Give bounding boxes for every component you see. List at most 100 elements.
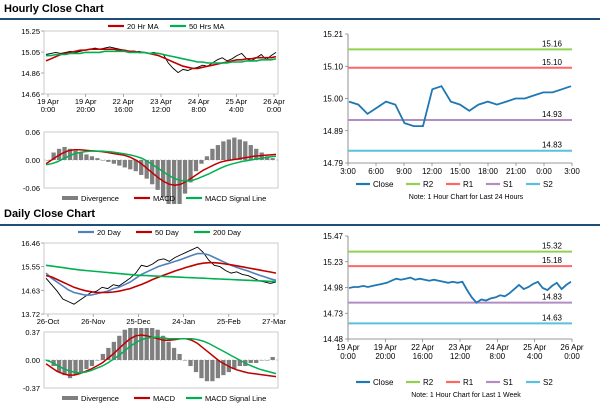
divergence-bar bbox=[232, 137, 237, 160]
divergence-bar bbox=[78, 360, 84, 373]
legend-label: MACD Signal Line bbox=[205, 394, 266, 403]
divergence-bar bbox=[155, 160, 160, 190]
legend-label: 50 Hrs MA bbox=[189, 22, 224, 31]
divergence-bar bbox=[106, 160, 111, 162]
divergence-bar bbox=[254, 360, 259, 364]
y-tick-label: 0.06 bbox=[25, 128, 40, 137]
divergence-bar bbox=[67, 360, 73, 379]
divergence-bar bbox=[237, 139, 242, 160]
divergence-bar bbox=[248, 145, 253, 160]
divergence-bar bbox=[243, 141, 248, 160]
x-tick-label: 20:00 bbox=[76, 105, 95, 114]
x-tick-label: 9:00 bbox=[396, 167, 412, 176]
divergence-bar bbox=[166, 160, 171, 204]
legend-label: Close bbox=[373, 378, 394, 387]
x-tick-label: 16:00 bbox=[413, 352, 434, 361]
y-tick-label: 0.00 bbox=[25, 156, 40, 165]
divergence-bar bbox=[139, 160, 144, 175]
divergence-bar bbox=[84, 360, 89, 370]
divergence-bar bbox=[171, 160, 177, 204]
level-label-s2: 14.63 bbox=[542, 313, 563, 322]
divergence-bar bbox=[161, 160, 166, 198]
divergence-bar bbox=[182, 160, 188, 194]
daily-section-title: Daily Close Chart bbox=[4, 208, 96, 220]
x-tick-label: 0:00 bbox=[536, 167, 552, 176]
divergence-bar bbox=[221, 141, 226, 160]
divergence-bar bbox=[270, 356, 275, 360]
series-20-day bbox=[45, 252, 277, 296]
y-tick-label: 14.79 bbox=[323, 159, 344, 168]
divergence-bar bbox=[78, 152, 84, 160]
x-tick-label: 12:00 bbox=[450, 352, 471, 361]
y-tick-label: 0.37 bbox=[25, 328, 40, 337]
divergence-bar bbox=[177, 160, 182, 204]
divergence-bar bbox=[193, 360, 199, 373]
divergence-bar bbox=[122, 160, 127, 168]
divergence-bar bbox=[95, 360, 100, 361]
daily-title-rule bbox=[0, 224, 600, 226]
hourly-section-title: Hourly Close Chart bbox=[4, 3, 104, 15]
series-macd-signal-line bbox=[45, 336, 277, 375]
x-tick-label: 20:00 bbox=[375, 352, 396, 361]
x-tick-label: 25 Apr bbox=[523, 343, 546, 352]
divergence-bar bbox=[100, 353, 106, 360]
x-tick-label: 19 Apr bbox=[336, 343, 359, 352]
legend-label: S1 bbox=[503, 180, 513, 189]
series-close bbox=[45, 246, 277, 305]
x-tick-label: 4:00 bbox=[527, 352, 543, 361]
x-tick-label: 23 Apr bbox=[448, 343, 471, 352]
y-tick-label: 15.47 bbox=[323, 232, 344, 241]
divergence-bar bbox=[221, 360, 226, 376]
x-tick-label: 25-Dec bbox=[126, 317, 150, 326]
legend-label: MACD bbox=[153, 394, 176, 403]
y-tick-label: 15.55 bbox=[21, 263, 40, 272]
legend-label: S2 bbox=[543, 378, 553, 387]
plot-frame bbox=[43, 242, 279, 315]
level-label-s2: 14.83 bbox=[542, 141, 563, 150]
x-tick-label: 25 Apr bbox=[225, 97, 247, 106]
legend-swatch bbox=[62, 396, 78, 400]
divergence-bar bbox=[215, 145, 221, 160]
divergence-bar bbox=[265, 360, 270, 361]
divergence-bar bbox=[210, 360, 215, 382]
legend-label: Divergence bbox=[81, 194, 119, 203]
x-tick-label: 24-Jan bbox=[172, 317, 195, 326]
divergence-bar bbox=[177, 353, 182, 360]
legend-label: MACD bbox=[153, 194, 176, 203]
legend-label: 200 Day bbox=[213, 228, 241, 237]
divergence-bar bbox=[51, 152, 56, 160]
y-tick-label: 15.00 bbox=[323, 95, 344, 104]
x-tick-label: 22 Apr bbox=[411, 343, 434, 352]
divergence-bar bbox=[128, 160, 133, 170]
y-tick-label: 15.21 bbox=[323, 30, 344, 39]
x-tick-label: 4:00 bbox=[229, 105, 244, 114]
x-tick-label: 26-Oct bbox=[37, 317, 60, 326]
divergence-bar bbox=[89, 156, 95, 160]
divergence-bar bbox=[73, 360, 78, 376]
x-tick-label: 15:00 bbox=[450, 167, 471, 176]
level-label-r2: 15.32 bbox=[542, 242, 563, 251]
legend-label: Close bbox=[373, 180, 394, 189]
divergence-bar bbox=[128, 328, 133, 360]
divergence-bar bbox=[62, 360, 67, 376]
x-tick-label: 12:00 bbox=[152, 105, 171, 114]
legend-label: Divergence bbox=[81, 394, 119, 403]
y-tick-label: 14.98 bbox=[323, 284, 344, 293]
legend-label: MACD Signal Line bbox=[205, 194, 266, 203]
divergence-bar bbox=[199, 360, 204, 379]
divergence-bar bbox=[139, 328, 144, 360]
legend-label: S1 bbox=[503, 378, 513, 387]
divergence-bar bbox=[182, 360, 188, 361]
x-tick-label: 18:00 bbox=[478, 167, 499, 176]
y-tick-label: 14.73 bbox=[323, 309, 344, 318]
divergence-bar bbox=[106, 347, 111, 360]
divergence-bar bbox=[188, 160, 193, 183]
level-label-s1: 14.93 bbox=[542, 110, 563, 119]
series-20-hr-ma bbox=[45, 48, 277, 70]
divergence-bar bbox=[226, 139, 231, 160]
divergence-bar bbox=[150, 328, 155, 360]
divergence-bar bbox=[122, 329, 127, 360]
divergence-bar bbox=[111, 160, 116, 164]
